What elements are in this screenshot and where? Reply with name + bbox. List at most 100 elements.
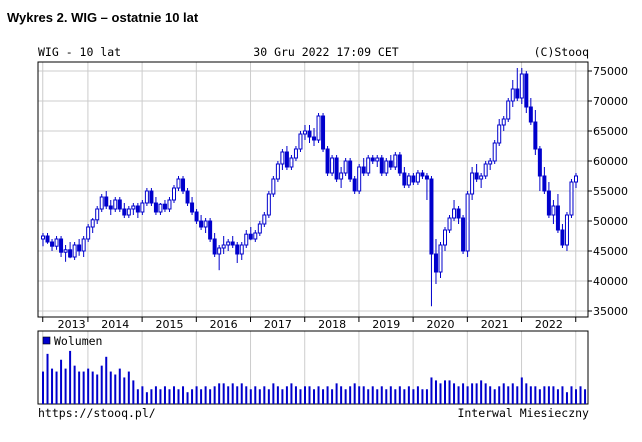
candle xyxy=(81,236,86,257)
candle xyxy=(113,197,118,212)
candle xyxy=(171,185,176,203)
candle xyxy=(41,233,45,247)
candle xyxy=(99,194,104,212)
candle xyxy=(470,167,475,200)
candle xyxy=(284,146,289,170)
candle xyxy=(348,158,353,182)
candle xyxy=(325,146,330,176)
candle xyxy=(465,191,470,257)
candle xyxy=(420,170,425,179)
candle xyxy=(68,242,73,259)
candle xyxy=(167,197,172,212)
candle xyxy=(537,146,542,191)
candle xyxy=(424,173,429,200)
candle xyxy=(506,98,511,122)
candle xyxy=(176,176,181,191)
candle xyxy=(45,233,50,244)
candle xyxy=(433,239,438,284)
candle xyxy=(293,146,298,161)
candle xyxy=(397,152,402,176)
candle xyxy=(144,188,149,206)
y-tick-label: 50000 xyxy=(593,215,628,228)
price-grid xyxy=(38,62,588,317)
candle xyxy=(330,155,335,176)
y-tick-label: 35000 xyxy=(593,305,628,318)
footer-url[interactable]: https://stooq.pl/ xyxy=(38,406,156,420)
x-tick-label: 2021 xyxy=(481,318,509,331)
candle xyxy=(447,215,452,233)
y-tick-label: 65000 xyxy=(593,125,628,138)
candle xyxy=(86,224,91,242)
y-tick-label: 40000 xyxy=(593,275,628,288)
candle xyxy=(244,230,249,248)
candle xyxy=(59,236,64,257)
candle xyxy=(199,215,204,230)
candle xyxy=(126,206,131,218)
candle xyxy=(452,200,457,221)
candle xyxy=(190,197,195,215)
candle xyxy=(135,203,140,218)
x-axis-labels: 2013 2014 2015 2016 2017 2018 2019 2020 2021 2022 xyxy=(42,317,577,331)
x-tick-label: 2013 xyxy=(58,318,86,331)
price-panel-frame xyxy=(37,61,589,318)
candle xyxy=(456,206,461,224)
x-tick-label: 2014 xyxy=(101,318,129,331)
candle xyxy=(519,68,524,104)
candle xyxy=(298,131,303,152)
candle xyxy=(334,155,339,182)
candle xyxy=(230,236,235,248)
candle xyxy=(221,236,226,254)
candle xyxy=(375,155,380,167)
candle xyxy=(461,215,466,254)
candle xyxy=(289,155,294,170)
candle xyxy=(226,239,231,251)
candle xyxy=(203,218,208,233)
volume-legend-label: Wolumen xyxy=(54,334,102,348)
candle xyxy=(257,221,262,236)
candle xyxy=(352,176,357,194)
candle xyxy=(515,68,520,101)
candle xyxy=(275,161,280,182)
candle xyxy=(217,245,222,271)
candle xyxy=(316,113,321,143)
candle xyxy=(302,125,307,140)
candle xyxy=(555,194,560,233)
candle xyxy=(54,236,59,250)
candle xyxy=(253,230,258,242)
candle xyxy=(208,218,213,242)
candle xyxy=(90,218,95,233)
candle xyxy=(108,200,113,215)
volume-legend-swatch xyxy=(42,336,51,345)
x-tick-label: 2022 xyxy=(535,318,563,331)
candle xyxy=(158,203,163,215)
candle xyxy=(438,242,443,278)
candle xyxy=(488,158,493,170)
y-tick-label: 75000 xyxy=(593,65,628,78)
candle xyxy=(185,188,190,206)
candle xyxy=(131,203,136,215)
candle xyxy=(560,224,565,248)
volume-panel-frame xyxy=(37,330,589,405)
candle xyxy=(402,167,407,188)
candle xyxy=(357,164,362,194)
candle xyxy=(524,71,529,113)
candle xyxy=(533,110,538,155)
candle xyxy=(117,197,122,212)
y-tick-label: 70000 xyxy=(593,95,628,108)
footer-interval: Interwal Miesieczny xyxy=(457,406,589,420)
candle xyxy=(361,158,366,176)
candle xyxy=(497,119,502,146)
candle xyxy=(429,176,434,307)
candle xyxy=(411,173,416,185)
y-tick-label: 45000 xyxy=(593,245,628,258)
candle xyxy=(312,128,317,146)
candle xyxy=(321,113,326,152)
candle xyxy=(479,173,484,188)
y-axis-ticks: 75000 70000 65000 60000 55000 50000 45000 40000… xyxy=(588,65,628,318)
candle xyxy=(181,176,186,194)
x-tick-label: 2019 xyxy=(372,318,400,331)
candle xyxy=(415,170,420,185)
candle xyxy=(569,179,574,218)
candle xyxy=(542,167,547,194)
